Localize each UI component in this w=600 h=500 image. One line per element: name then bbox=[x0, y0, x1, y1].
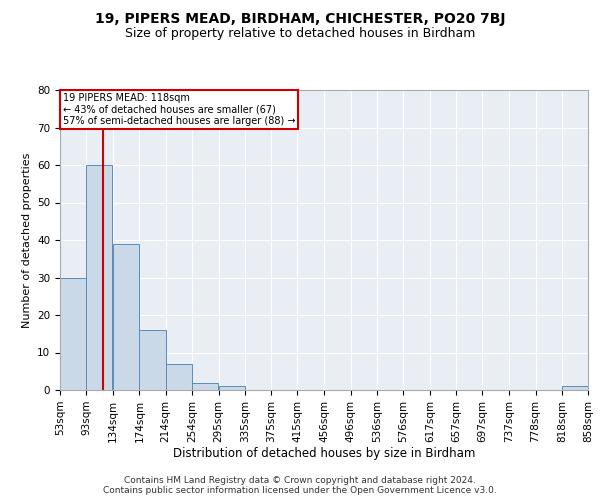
Bar bbox=[86, 165, 112, 390]
Bar bbox=[139, 330, 166, 390]
X-axis label: Distribution of detached houses by size in Birdham: Distribution of detached houses by size … bbox=[173, 448, 475, 460]
Bar bbox=[219, 386, 245, 390]
Y-axis label: Number of detached properties: Number of detached properties bbox=[22, 152, 32, 328]
Text: Contains HM Land Registry data © Crown copyright and database right 2024.
Contai: Contains HM Land Registry data © Crown c… bbox=[103, 476, 497, 495]
Bar bbox=[192, 382, 218, 390]
Bar bbox=[113, 244, 139, 390]
Bar bbox=[60, 278, 86, 390]
Text: 19, PIPERS MEAD, BIRDHAM, CHICHESTER, PO20 7BJ: 19, PIPERS MEAD, BIRDHAM, CHICHESTER, PO… bbox=[95, 12, 505, 26]
Text: Size of property relative to detached houses in Birdham: Size of property relative to detached ho… bbox=[125, 28, 475, 40]
Bar bbox=[166, 364, 192, 390]
Bar bbox=[562, 386, 588, 390]
Text: 19 PIPERS MEAD: 118sqm
← 43% of detached houses are smaller (67)
57% of semi-det: 19 PIPERS MEAD: 118sqm ← 43% of detached… bbox=[62, 93, 295, 126]
